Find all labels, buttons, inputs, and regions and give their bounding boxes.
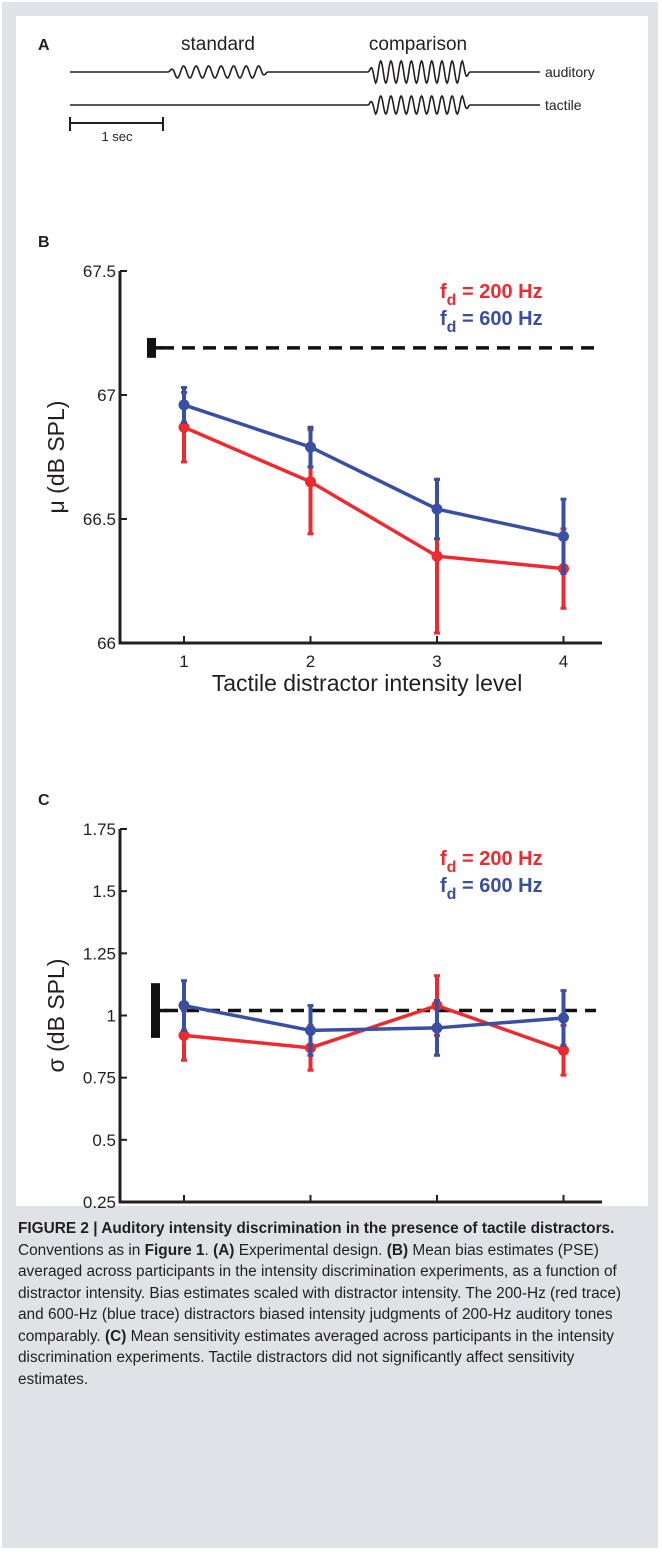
- y-tick-label: 0.25: [83, 1193, 116, 1210]
- comparison-auditory-waveform: [367, 59, 471, 85]
- standard-waveform: [167, 65, 269, 79]
- tactile-label: tactile: [545, 97, 582, 113]
- x-tick-label: 4: [559, 652, 568, 671]
- data-point: [178, 1000, 190, 1012]
- caption-b-text: Mean bias estimates (PSE) averaged acros…: [18, 1241, 622, 1345]
- caption-b-label: (B): [386, 1241, 409, 1259]
- data-point: [558, 1044, 569, 1056]
- caption-a-text: Experimental design.: [234, 1241, 387, 1259]
- y-tick-label: 67.5: [83, 262, 116, 281]
- scale-bar-label: 1 sec: [101, 129, 133, 144]
- stimulus-waveforms: [70, 59, 540, 116]
- y-tick-label: 66: [97, 634, 116, 653]
- panel-a-label: A: [38, 37, 50, 54]
- y-axis-label: σ (dB SPL): [43, 959, 69, 1073]
- data-point: [305, 441, 316, 453]
- y-tick-label: 67: [97, 386, 116, 405]
- data-point: [305, 1024, 316, 1036]
- panel-label: C: [38, 792, 50, 809]
- data-point: [431, 550, 443, 562]
- figure-caption: FIGURE 2 | Auditory intensity discrimina…: [18, 1218, 642, 1390]
- series-line: [183, 1003, 564, 1033]
- caption-a-label: (A): [213, 1241, 235, 1259]
- x-tick-label: 2: [306, 652, 315, 671]
- data-point: [178, 1029, 190, 1041]
- caption-c-text: Mean sensitivity estimates averaged acro…: [18, 1327, 614, 1388]
- legend-entry: fd = 200 Hz: [440, 848, 543, 876]
- caption-text: Conventions as in: [18, 1241, 145, 1259]
- y-tick-label: 1.75: [83, 820, 116, 839]
- series-line: [183, 1003, 565, 1052]
- y-tick-label: 1.25: [83, 944, 116, 963]
- x-axis-label: Tactile distractor intensity level: [212, 670, 523, 696]
- legend-entry: fd = 600 Hz: [440, 875, 543, 903]
- data-point: [178, 399, 190, 411]
- data-point: [178, 421, 190, 433]
- y-tick-label: 1.5: [92, 882, 116, 901]
- data-point: [558, 530, 569, 542]
- caption-fig1-ref[interactable]: Figure 1: [144, 1241, 205, 1259]
- comparison-tactile-waveform: [367, 94, 471, 116]
- series-line: [183, 403, 564, 539]
- panel-a: A standard comparison auditory tactile 1…: [38, 34, 595, 144]
- scale-bar: [69, 117, 164, 131]
- data-point: [431, 503, 443, 515]
- standard-label: standard: [181, 34, 255, 55]
- auditory-label: auditory: [545, 64, 595, 80]
- data-point: [558, 1012, 569, 1024]
- y-tick-label: 66.5: [83, 510, 116, 529]
- caption-text: .: [204, 1241, 214, 1259]
- panel-label: B: [38, 234, 50, 251]
- data-point: [305, 476, 316, 488]
- figure-svg: A standard comparison auditory tactile 1…: [38, 34, 602, 1210]
- caption-c-label: (C): [104, 1327, 127, 1345]
- y-tick-label: 0.75: [83, 1069, 116, 1088]
- y-axis-label: μ (dB SPL): [43, 401, 69, 514]
- series-line: [183, 425, 564, 571]
- legend-entry: fd = 200 Hz: [440, 281, 543, 309]
- y-tick-label: 1: [107, 1007, 116, 1026]
- x-tick-label: 3: [432, 652, 441, 671]
- comparison-label: comparison: [369, 34, 467, 55]
- legend-entry: fd = 600 Hz: [440, 308, 543, 336]
- y-tick-label: 0.5: [92, 1131, 116, 1150]
- x-tick-label: 1: [179, 652, 188, 671]
- caption-title: FIGURE 2 | Auditory intensity discrimina…: [18, 1220, 615, 1237]
- data-point: [431, 1022, 443, 1034]
- chart-b: 66 66.5 67 67.5 1 2 3 4 Tactile distractor inten…: [38, 234, 602, 696]
